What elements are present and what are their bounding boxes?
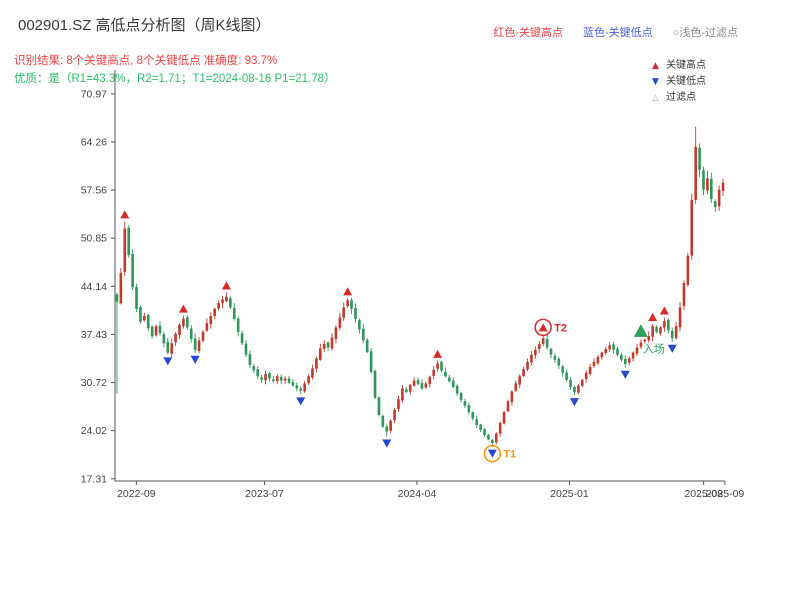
svg-text:2023-07: 2023-07	[245, 488, 284, 500]
svg-text:2025-08: 2025-08	[684, 488, 723, 500]
recognition-result-line: 识别结果: 8个关键高点, 8个关键低点 准确度: 93.7%	[14, 55, 278, 67]
header-legend-key-high: 红色-关键高点	[493, 27, 564, 39]
svg-text:44.14: 44.14	[81, 281, 107, 293]
header-legend-filtered: ○浅色-过滤点	[672, 27, 738, 39]
svg-text:2022-09: 2022-09	[117, 488, 156, 500]
page-title: 002901.SZ 高低点分析图（周K线图）	[18, 17, 271, 34]
header-legend: 红色-关键高点 蓝色-关键低点 ○浅色-过滤点	[493, 24, 738, 40]
plot-legend-item-high: ▲ 关键高点	[650, 58, 706, 74]
svg-text:2025-01: 2025-01	[550, 488, 589, 500]
key-low-icon: ▼	[652, 77, 659, 87]
svg-text:70.97: 70.97	[81, 88, 107, 100]
svg-text:入场: 入场	[643, 342, 665, 356]
plot-legend: ▲ 关键高点 ▼ 关键低点 △ 过滤点	[650, 58, 706, 106]
plot-legend-item-low: ▼ 关键低点	[650, 74, 706, 90]
svg-text:50.85: 50.85	[81, 233, 107, 245]
quality-line: 优质：是（R1=43.3%，R2=1.71；T1=2024-08-16 P1=2…	[14, 73, 336, 85]
svg-text:24.02: 24.02	[81, 425, 107, 437]
plot-legend-low-label: 关键低点	[666, 76, 706, 87]
svg-text:64.26: 64.26	[81, 137, 107, 149]
key-high-icon: ▲	[652, 61, 659, 71]
svg-text:2024-04: 2024-04	[398, 488, 437, 500]
svg-text:30.72: 30.72	[81, 377, 107, 389]
filtered-point-icon: △	[652, 93, 659, 102]
svg-text:T1: T1	[503, 449, 516, 461]
svg-text:T2: T2	[554, 322, 567, 334]
svg-text:57.56: 57.56	[81, 185, 107, 197]
svg-text:37.43: 37.43	[81, 329, 107, 341]
header-legend-key-low: 蓝色-关键低点	[583, 27, 653, 39]
svg-text:2025-09: 2025-09	[706, 488, 745, 500]
svg-text:17.31: 17.31	[81, 473, 107, 485]
plot-legend-high-label: 关键高点	[666, 60, 706, 71]
plot-legend-item-filtered: △ 过滤点	[650, 90, 706, 106]
plot-legend-filtered-label: 过滤点	[666, 92, 696, 103]
